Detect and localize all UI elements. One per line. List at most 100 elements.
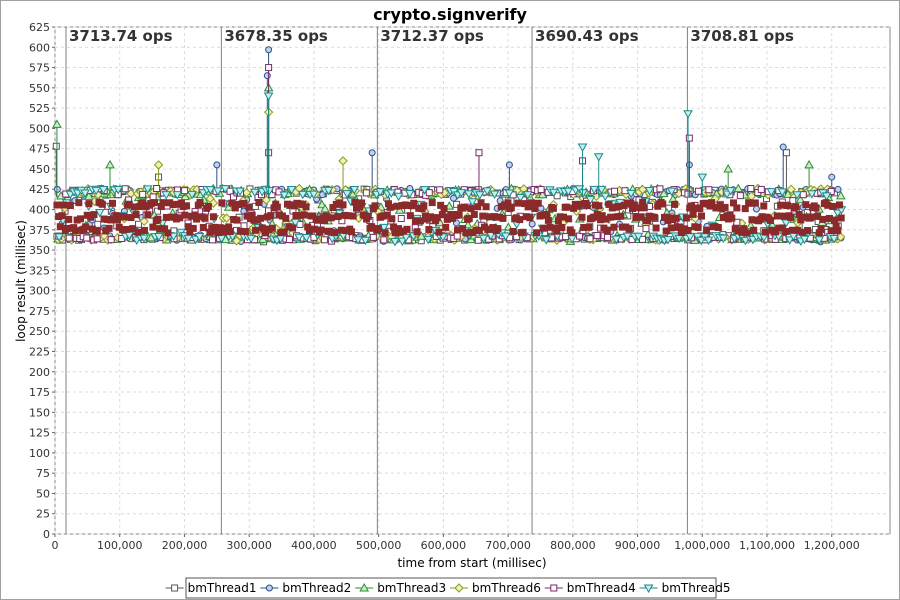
data-point [814, 236, 825, 245]
overlay-point [181, 211, 189, 219]
spike-point [213, 161, 221, 169]
data-point [393, 192, 404, 202]
overlay-point [120, 213, 128, 221]
spike-point [52, 119, 62, 128]
data-point [353, 236, 363, 245]
data-point [642, 225, 650, 233]
y-tick-label: 250 [29, 325, 50, 338]
data-point [834, 185, 842, 193]
data-point [478, 234, 489, 244]
overlay-point [302, 203, 310, 211]
phase-ops-label: 3713.74 ops [69, 27, 173, 45]
y-tick-label: 400 [29, 204, 50, 217]
overlay-point [53, 201, 61, 209]
overlay-point [347, 228, 355, 236]
data-point [161, 191, 172, 200]
data-point [456, 189, 467, 198]
overlay-point [519, 228, 527, 236]
data-point [139, 216, 149, 227]
data-point [658, 188, 669, 198]
spike-point [782, 149, 790, 157]
data-point [453, 232, 461, 240]
overlay-point [77, 215, 85, 223]
overlay-point [129, 225, 137, 233]
overlay-point [151, 199, 159, 207]
overlay-point [410, 199, 418, 207]
overlay-point [218, 199, 226, 207]
overlay-point [689, 210, 697, 218]
data-point [436, 186, 444, 194]
overlay-point [105, 224, 113, 232]
data-point [633, 232, 644, 242]
overlay-point [617, 212, 625, 220]
data-point [226, 187, 234, 195]
data-point [83, 234, 91, 242]
overlay-point [470, 210, 478, 218]
data-point [94, 220, 102, 228]
y-tick-label: 525 [29, 102, 50, 115]
overlay-point [245, 203, 253, 211]
overlay-point [425, 225, 433, 233]
data-point [323, 186, 334, 196]
data-point [380, 236, 388, 244]
spike-point [265, 46, 273, 54]
overlay-point [204, 203, 212, 211]
data-point [249, 188, 260, 198]
data-point [757, 185, 765, 193]
data-point [301, 233, 312, 243]
plot-area [54, 26, 891, 535]
data-point [121, 185, 129, 193]
overlay-point [782, 228, 790, 236]
data-point [172, 191, 183, 200]
overlay-point [289, 224, 297, 232]
data-point [644, 187, 655, 196]
spike-point [105, 159, 115, 169]
overlay-point [760, 202, 768, 210]
x-tick-label: 100,000 [97, 539, 143, 552]
legend-marker [265, 584, 273, 592]
data-point [784, 236, 795, 245]
overlay-point [708, 199, 716, 207]
data-point [181, 187, 189, 195]
data-point [235, 187, 245, 197]
overlay-point [733, 204, 741, 212]
overlay-point [773, 212, 781, 220]
data-point [91, 186, 101, 196]
y-axis-label: loop result (millisec) [14, 220, 28, 342]
overlay-point [75, 199, 83, 207]
data-point [562, 233, 570, 241]
x-tick-label: 500,000 [356, 539, 402, 552]
data-point [220, 185, 231, 194]
overlay-point [607, 213, 615, 221]
legend-item: bmThread2 [260, 581, 351, 595]
y-tick-label: 100 [29, 447, 50, 460]
data-point [308, 190, 319, 200]
overlay-point [829, 202, 837, 210]
overlay-point [273, 203, 281, 211]
x-tick-label: 600,000 [421, 539, 467, 552]
overlay-point [539, 224, 547, 232]
y-tick-label: 425 [29, 183, 50, 196]
overlay-point [714, 223, 722, 231]
x-axis-label: time from start (millisec) [397, 556, 546, 570]
overlay-point [553, 227, 561, 235]
y-tick-label: 625 [29, 21, 50, 34]
data-point [93, 235, 101, 243]
data-point [397, 214, 405, 222]
data-point [589, 185, 600, 195]
overlay-point [777, 201, 785, 209]
y-tick-label: 25 [36, 508, 50, 521]
legend-label: bmThread3 [377, 581, 446, 595]
overlay-point [183, 202, 191, 210]
data-point [264, 187, 275, 196]
data-point [153, 233, 164, 242]
data-point [626, 189, 636, 199]
data-point [835, 190, 846, 200]
data-point [795, 194, 806, 204]
data-point [766, 188, 777, 197]
data-point [113, 186, 124, 195]
overlay-point [836, 201, 844, 209]
y-tick-label: 175 [29, 386, 50, 399]
legend-marker [550, 584, 558, 592]
data-point [474, 236, 482, 244]
